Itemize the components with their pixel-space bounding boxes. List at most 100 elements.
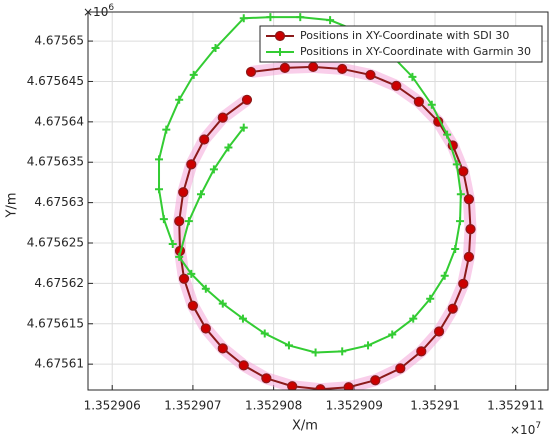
marker	[155, 155, 164, 164]
marker	[159, 215, 168, 224]
x-tick-label: 1.352907	[164, 399, 221, 413]
y-tick-label: 4.675635	[27, 155, 84, 169]
legend-label: Positions in XY-Coordinate with Garmin 3…	[300, 45, 531, 58]
marker	[433, 326, 445, 337]
marker	[199, 134, 210, 145]
legend-label: Positions in XY-Coordinate with SDI 30	[300, 29, 509, 42]
marker	[315, 384, 326, 390]
marker	[338, 347, 347, 356]
y-multiplier-exponent: 6	[108, 3, 114, 13]
marker	[239, 123, 248, 132]
marker	[456, 217, 465, 226]
marker	[287, 381, 298, 390]
marker	[413, 96, 424, 107]
marker	[326, 16, 335, 25]
series-line	[158, 16, 462, 354]
marker	[391, 80, 402, 91]
marker	[196, 190, 205, 199]
marker	[452, 160, 461, 169]
axes-box	[87, 11, 549, 391]
legend-box	[259, 25, 543, 63]
x-axis-label: X/m	[292, 419, 318, 434]
marker	[388, 330, 397, 339]
marker	[175, 95, 184, 104]
x-multiplier-exponent: 7	[535, 421, 541, 431]
marker	[186, 159, 197, 170]
marker	[370, 375, 381, 386]
marker	[162, 125, 171, 134]
x-tick-label: 1.352906	[84, 399, 141, 413]
marker	[451, 244, 460, 253]
marker	[463, 194, 475, 205]
y-tick-label: 4.675615	[27, 316, 84, 330]
x-tick-label: 1.352909	[326, 399, 383, 413]
marker	[245, 66, 257, 78]
marker	[175, 252, 184, 261]
marker	[260, 329, 269, 338]
y-tick-label: 4.67562	[34, 276, 84, 290]
y-tick-label: 4.67563	[34, 195, 84, 209]
plot-area	[155, 13, 477, 390]
marker	[364, 341, 373, 350]
marker	[337, 63, 348, 75]
marker	[458, 166, 469, 177]
marker	[238, 360, 249, 371]
marker	[217, 112, 228, 123]
marker	[168, 239, 177, 248]
x-multiplier-base: ×10	[510, 423, 535, 437]
marker	[365, 69, 376, 81]
marker	[187, 300, 199, 311]
marker	[296, 13, 305, 22]
y-tick-label: 4.67561	[34, 357, 84, 371]
y-axis-label: Y/m	[5, 193, 20, 219]
marker	[241, 94, 253, 105]
marker	[178, 187, 189, 198]
marker	[408, 72, 417, 81]
marker	[239, 14, 248, 23]
marker	[209, 165, 218, 174]
marker	[284, 341, 293, 350]
marker	[218, 299, 227, 308]
marker	[409, 314, 418, 323]
marker	[200, 323, 211, 334]
x-tick-label: 1.35291	[410, 399, 460, 413]
y-tick-label: 4.675645	[27, 74, 84, 88]
marker	[311, 348, 320, 357]
marker	[224, 143, 233, 152]
marker	[458, 278, 469, 289]
marker	[189, 70, 198, 79]
marker	[238, 314, 247, 323]
x-multiplier: ×107	[510, 421, 541, 437]
legend: Positions in XY-Coordinate with SDI 30 Po…	[259, 25, 543, 63]
marker	[274, 30, 286, 42]
marker	[174, 216, 185, 227]
marker	[217, 343, 228, 354]
y-tick-label: 4.67564	[34, 114, 84, 128]
marker	[178, 273, 190, 284]
marker	[211, 44, 220, 53]
marker	[279, 62, 291, 73]
x-tick-label: 1.352908	[245, 399, 302, 413]
marker	[187, 269, 196, 278]
marker	[447, 303, 458, 314]
marker	[416, 346, 427, 357]
y-tick-label: 4.675625	[27, 236, 84, 250]
y-tick-label: 4.67565	[34, 34, 84, 48]
marker	[261, 373, 272, 384]
marker	[308, 61, 319, 73]
marker	[276, 48, 284, 56]
marker	[463, 251, 475, 262]
x-tick-label: 1.352911	[487, 399, 544, 413]
marker	[456, 190, 465, 199]
marker	[465, 224, 476, 235]
marker	[427, 100, 436, 109]
marker	[201, 284, 210, 293]
marker	[155, 185, 164, 194]
marker	[184, 217, 193, 226]
marker	[426, 294, 435, 303]
marker	[266, 13, 275, 22]
marker	[343, 382, 354, 390]
marker	[443, 130, 452, 139]
marker	[395, 363, 406, 374]
